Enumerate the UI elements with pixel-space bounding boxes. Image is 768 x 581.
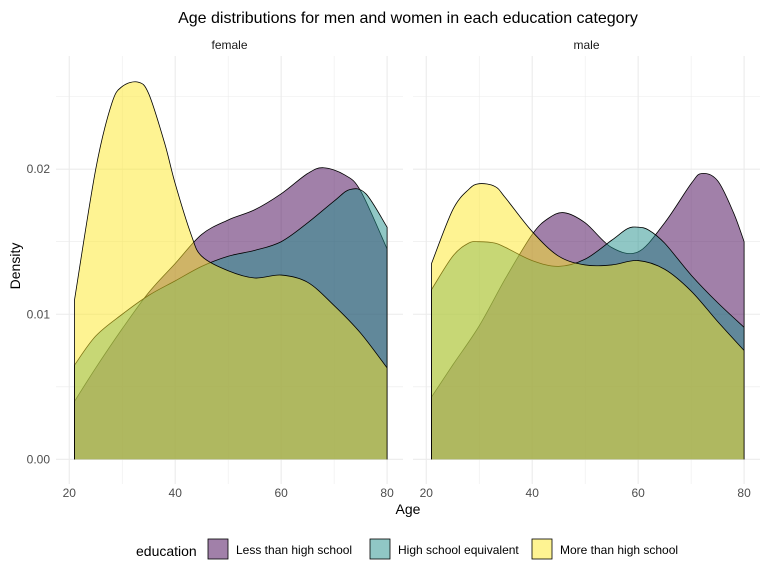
facet-strip-label: female: [211, 38, 247, 52]
x-tick-label: 40: [169, 486, 183, 500]
legend-label: High school equivalent: [398, 543, 519, 557]
legend-label: Less than high school: [236, 543, 352, 557]
legend-key-more-than-high-school: [531, 538, 553, 560]
facet-panels: female 20 40 60 80 0.00 0.01 0.02 male 20 40 60 80: [27, 38, 760, 500]
legend-label: More than high school: [560, 543, 678, 557]
facet-panel-female: female 20 40 60 80 0.00 0.01 0.02: [27, 38, 403, 500]
legend: education Less than high school High scho…: [136, 538, 678, 560]
chart-title: Age distributions for men and women in e…: [178, 10, 638, 27]
density-area-more-than-high-school: [74, 81, 388, 460]
x-tick-label: 20: [420, 486, 434, 500]
x-axis-label: Age: [396, 501, 421, 517]
x-tick-label: 60: [274, 486, 288, 500]
x-tick-label: 60: [631, 486, 645, 500]
x-tick-label: 80: [380, 486, 394, 500]
x-tick-label: 20: [63, 486, 77, 500]
y-axis-label: Density: [7, 243, 23, 290]
facet-strip-label: male: [573, 38, 599, 52]
x-tick-label: 80: [737, 486, 751, 500]
density-outline-more-than-high-school: [74, 81, 388, 460]
y-tick-label: 0.01: [27, 307, 51, 321]
legend-key-high-school-equivalent: [369, 538, 391, 560]
density-area-more-than-high-school: [431, 183, 745, 460]
y-tick-label: 0.00: [27, 452, 51, 466]
facet-panel-male: male 20 40 60 80: [413, 38, 760, 500]
y-tick-label: 0.02: [27, 162, 51, 176]
density-outline-more-than-high-school: [431, 183, 745, 460]
x-tick-label: 40: [526, 486, 540, 500]
legend-key-less-than-high-school: [207, 538, 229, 560]
legend-title: education: [136, 543, 197, 559]
